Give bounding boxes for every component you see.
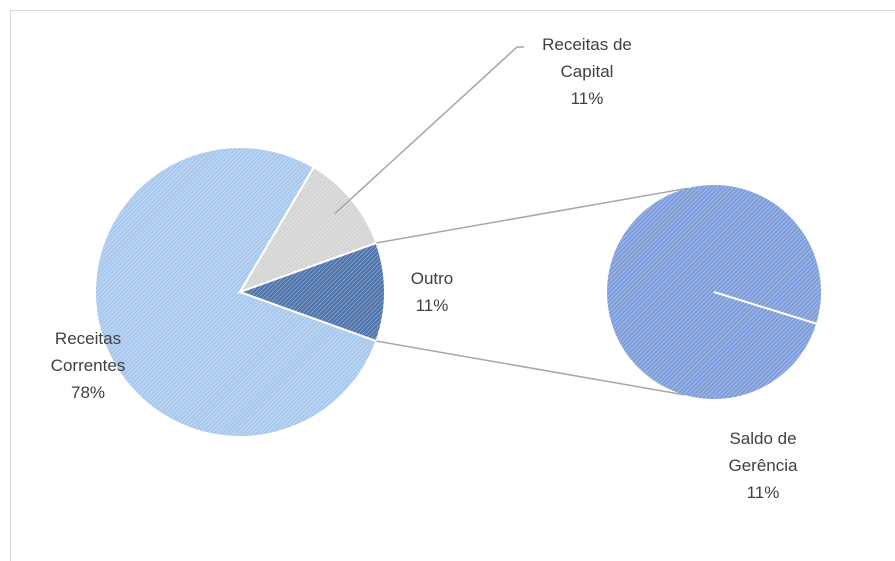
- data-label: Outro 11%: [387, 265, 477, 319]
- label-category: Outro: [410, 269, 454, 288]
- label-value: 11%: [570, 88, 604, 108]
- leader-line: [334, 46, 524, 214]
- slice-border: [713, 291, 817, 325]
- connector: [376, 187, 688, 244]
- data-label: Receitas de Capital 11%: [522, 31, 652, 112]
- data-label: Receitas Correntes 78%: [28, 325, 148, 406]
- chart-border: [10, 10, 895, 561]
- label-category: Receitas de Capital: [542, 34, 632, 81]
- pie-slice: [94, 146, 378, 438]
- data-label: Saldo de Gerência 11%: [708, 425, 818, 506]
- label-value: 11%: [415, 296, 449, 315]
- pie-slice: [237, 165, 378, 294]
- label-value: 11%: [746, 482, 780, 502]
- connector: [376, 340, 685, 396]
- label-category: Receitas Correntes: [50, 328, 126, 375]
- label-category: Saldo de Gerência: [728, 428, 798, 475]
- label-value: 78%: [70, 382, 106, 402]
- pie-slice: [237, 241, 386, 343]
